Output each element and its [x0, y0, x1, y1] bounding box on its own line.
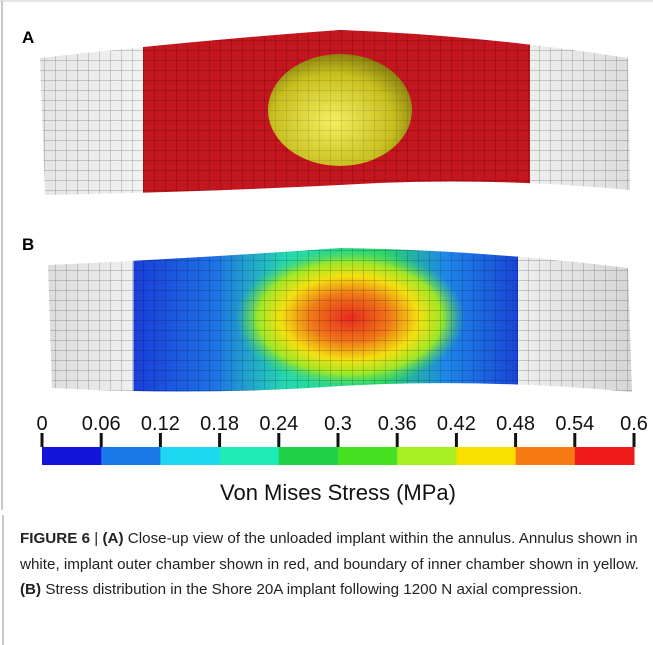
- tick-label: 0.18: [200, 413, 239, 435]
- figure: A B 0 0.06 0.12 0.18 0.24 0.3 0.36 0.42 0.48 0.54…: [0, 0, 653, 510]
- caption-text: Stress distribution in the Shore 20A imp…: [45, 581, 582, 598]
- tick-label: 0.12: [141, 413, 180, 435]
- colorbar-segment: [160, 447, 220, 465]
- panel-a-image: [30, 20, 640, 210]
- caption: FIGURE 6 | (A) Close-up view of the unlo…: [20, 526, 645, 603]
- colorbar-label: Von Mises Stress (MPa): [220, 480, 456, 505]
- colorbar-segment: [42, 447, 102, 465]
- tick-label: 0.36: [378, 413, 417, 435]
- part-label: (A): [102, 530, 123, 547]
- colorbar-segment: [220, 447, 280, 465]
- separator: |: [94, 530, 98, 547]
- tick-label: 0.06: [82, 413, 121, 435]
- panel-label: B: [22, 235, 34, 254]
- panel-b-image: [30, 240, 640, 410]
- tick-label: 0.24: [259, 413, 298, 435]
- colorbar-segment: [279, 447, 339, 465]
- colorbar-segment: [101, 447, 161, 465]
- colorbar-segment: [456, 447, 516, 465]
- part-label: (B): [20, 581, 41, 598]
- tick-label: 0.48: [496, 413, 535, 435]
- colorbar-segment: [516, 447, 576, 465]
- caption-rule: [2, 515, 4, 645]
- tick-label: 0.6: [620, 413, 648, 435]
- colorbar-segment: [575, 447, 635, 465]
- tick-label: 0.3: [324, 413, 352, 435]
- panel-label: A: [22, 28, 34, 47]
- tick-label: 0: [36, 413, 47, 435]
- colorbar: 0 0.06 0.12 0.18 0.24 0.3 0.36 0.42 0.48 0.54 0.6: [36, 413, 647, 465]
- colorbar-segment: [338, 447, 398, 465]
- page: A B 0 0.06 0.12 0.18 0.24 0.3 0.36 0.42 0.48 0.54…: [0, 0, 653, 645]
- figure-label: FIGURE 6: [20, 530, 90, 547]
- tick-label: 0.54: [555, 413, 594, 435]
- tick-label: 0.42: [437, 413, 476, 435]
- colorbar-segment: [397, 447, 457, 465]
